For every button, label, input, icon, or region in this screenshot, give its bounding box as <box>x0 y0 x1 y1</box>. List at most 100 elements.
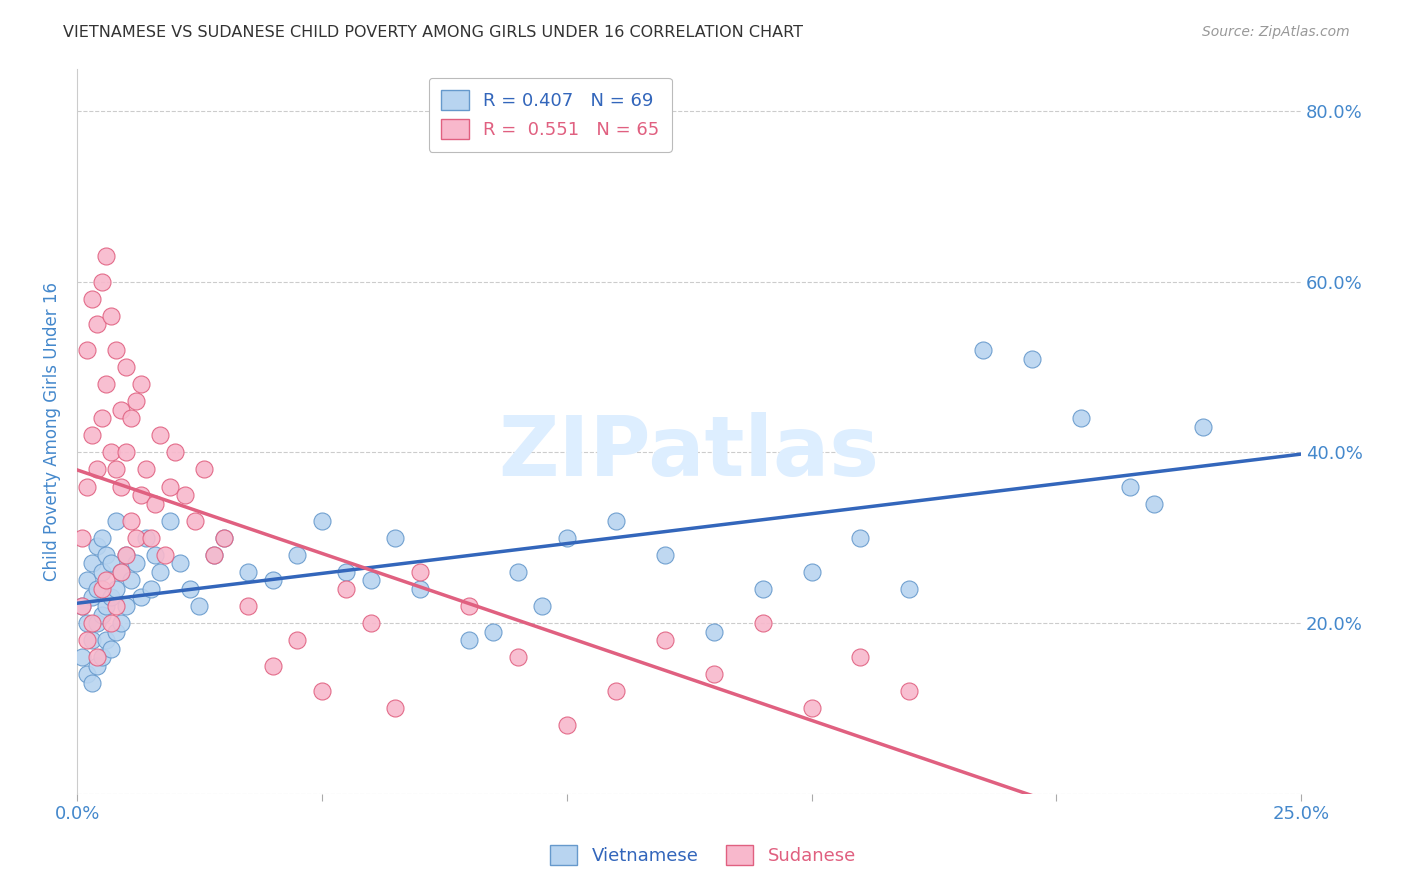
Point <box>70 599 93 613</box>
Point <box>100 641 122 656</box>
Point <box>849 650 872 665</box>
Point <box>100 615 122 630</box>
Point <box>531 599 554 613</box>
Point <box>555 531 578 545</box>
Point <box>105 599 128 613</box>
Point <box>409 565 432 579</box>
Point <box>70 650 93 665</box>
Point <box>80 633 103 648</box>
Point <box>311 514 333 528</box>
Point <box>129 488 152 502</box>
Point <box>193 462 215 476</box>
Point <box>90 565 112 579</box>
Point <box>605 514 627 528</box>
Point <box>155 548 177 562</box>
Point <box>898 582 921 596</box>
Point <box>188 599 211 613</box>
Point <box>145 497 167 511</box>
Point <box>105 343 128 357</box>
Point <box>96 633 118 648</box>
Point <box>110 565 132 579</box>
Text: ZIPatlas: ZIPatlas <box>499 412 880 493</box>
Point <box>110 479 132 493</box>
Point <box>972 343 994 357</box>
Point <box>135 462 157 476</box>
Point <box>115 548 138 562</box>
Point <box>90 531 112 545</box>
Point <box>159 514 181 528</box>
Point <box>115 548 138 562</box>
Point <box>90 411 112 425</box>
Point <box>1143 497 1166 511</box>
Point <box>90 650 112 665</box>
Point <box>76 479 98 493</box>
Point <box>163 445 186 459</box>
Point <box>457 599 479 613</box>
Point <box>1021 351 1043 366</box>
Point <box>800 701 823 715</box>
Point <box>70 531 93 545</box>
Point <box>149 565 172 579</box>
Point <box>311 684 333 698</box>
Point <box>86 539 108 553</box>
Y-axis label: Child Poverty Among Girls Under 16: Child Poverty Among Girls Under 16 <box>44 282 60 581</box>
Point <box>169 557 191 571</box>
Point <box>100 445 122 459</box>
Point <box>90 582 112 596</box>
Point <box>76 343 98 357</box>
Point <box>86 658 108 673</box>
Point <box>202 548 225 562</box>
Point <box>90 275 112 289</box>
Text: VIETNAMESE VS SUDANESE CHILD POVERTY AMONG GIRLS UNDER 16 CORRELATION CHART: VIETNAMESE VS SUDANESE CHILD POVERTY AMO… <box>63 25 803 40</box>
Point <box>238 599 260 613</box>
Point <box>605 684 627 698</box>
Text: Source: ZipAtlas.com: Source: ZipAtlas.com <box>1202 25 1350 39</box>
Point <box>287 548 309 562</box>
Point <box>179 582 201 596</box>
Point <box>70 599 93 613</box>
Point <box>96 548 118 562</box>
Point <box>105 582 128 596</box>
Point <box>1192 420 1215 434</box>
Point <box>80 292 103 306</box>
Point <box>76 615 98 630</box>
Point <box>506 565 529 579</box>
Legend: R = 0.407   N = 69, R =  0.551   N = 65: R = 0.407 N = 69, R = 0.551 N = 65 <box>429 78 672 152</box>
Point <box>654 633 676 648</box>
Point <box>120 514 142 528</box>
Point <box>80 428 103 442</box>
Point <box>654 548 676 562</box>
Point <box>125 531 148 545</box>
Point <box>125 394 148 409</box>
Point <box>183 514 205 528</box>
Point <box>173 488 195 502</box>
Point <box>703 624 725 639</box>
Point <box>159 479 181 493</box>
Point <box>120 411 142 425</box>
Point <box>110 402 132 417</box>
Point <box>139 582 162 596</box>
Point <box>135 531 157 545</box>
Point <box>100 591 122 605</box>
Point <box>105 514 128 528</box>
Point <box>506 650 529 665</box>
Point <box>139 531 162 545</box>
Point <box>129 377 152 392</box>
Point <box>105 462 128 476</box>
Point <box>129 591 152 605</box>
Point <box>360 574 382 588</box>
Point <box>262 658 284 673</box>
Point <box>76 667 98 681</box>
Point <box>149 428 172 442</box>
Point <box>262 574 284 588</box>
Point <box>555 718 578 732</box>
Point <box>86 650 108 665</box>
Point <box>96 377 118 392</box>
Point <box>800 565 823 579</box>
Point <box>76 574 98 588</box>
Point <box>86 462 108 476</box>
Point <box>86 615 108 630</box>
Point <box>115 445 138 459</box>
Point <box>1070 411 1092 425</box>
Point <box>751 582 773 596</box>
